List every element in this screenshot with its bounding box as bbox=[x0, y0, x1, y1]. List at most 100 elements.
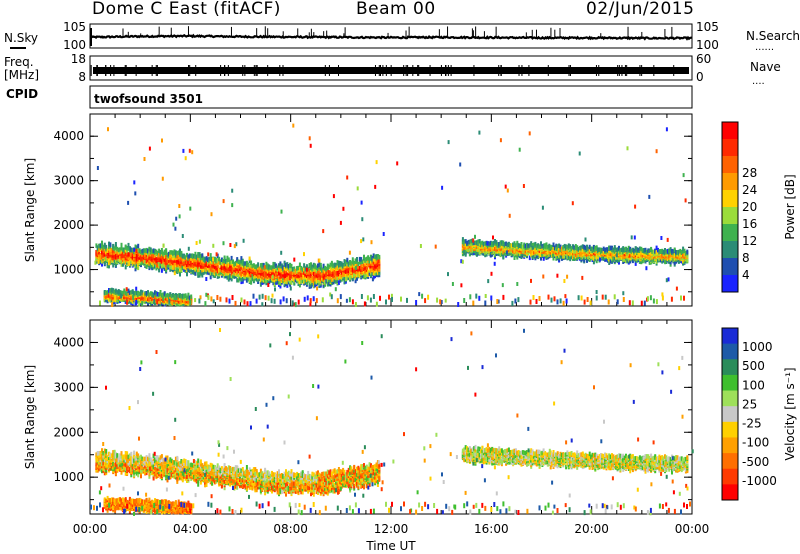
power-cell bbox=[303, 279, 306, 284]
power-scatter bbox=[271, 274, 274, 279]
power-scatter bbox=[107, 127, 109, 132]
power-ylabel: Slant Range [km] bbox=[23, 158, 37, 262]
power-cell bbox=[112, 288, 115, 293]
power-cell bbox=[95, 256, 98, 261]
power-cell bbox=[183, 259, 186, 265]
power-cell bbox=[226, 255, 229, 261]
power-cell bbox=[215, 257, 218, 263]
power-cell bbox=[135, 252, 138, 257]
power-cell bbox=[186, 262, 188, 267]
power-scatter bbox=[506, 188, 509, 193]
power-cell bbox=[110, 292, 113, 297]
power-cell bbox=[123, 288, 126, 293]
power-cell bbox=[134, 266, 137, 272]
power-cell bbox=[269, 273, 272, 279]
power-scatter bbox=[289, 286, 292, 291]
power-cell bbox=[330, 272, 333, 277]
power-cell bbox=[158, 262, 161, 267]
power-cell bbox=[211, 267, 214, 273]
power-cell bbox=[318, 275, 321, 281]
power-scatter bbox=[189, 206, 192, 211]
power-cell bbox=[213, 256, 216, 262]
power-cell bbox=[333, 268, 336, 274]
power-scatter bbox=[579, 251, 582, 256]
power-cell bbox=[134, 252, 137, 258]
power-cell bbox=[336, 260, 339, 265]
power-cell bbox=[172, 255, 175, 261]
power-cell bbox=[165, 253, 168, 258]
power-cell bbox=[282, 265, 285, 270]
power-cell bbox=[216, 258, 219, 263]
power-scatter bbox=[447, 272, 449, 277]
power-cell bbox=[194, 264, 197, 269]
power-cell bbox=[152, 293, 155, 298]
power-cell bbox=[180, 256, 183, 261]
power-cell bbox=[151, 265, 154, 271]
power-cell bbox=[279, 276, 282, 282]
power-cell bbox=[179, 261, 181, 266]
power-cell bbox=[177, 253, 180, 258]
power-cell bbox=[339, 267, 342, 272]
power-cell bbox=[215, 266, 218, 271]
power-cell bbox=[103, 247, 106, 252]
power-cell bbox=[265, 273, 268, 278]
power-cell bbox=[149, 255, 152, 260]
power-scatter bbox=[370, 240, 373, 245]
power-cell bbox=[149, 261, 152, 267]
power-cell bbox=[142, 296, 145, 301]
power-cell bbox=[120, 245, 123, 251]
power-scatter bbox=[305, 267, 308, 272]
power-cell bbox=[205, 266, 208, 272]
power-cell bbox=[300, 277, 303, 283]
power-cell bbox=[172, 260, 175, 265]
power-scatter bbox=[135, 286, 138, 291]
power-cell bbox=[301, 267, 304, 272]
power-cell bbox=[137, 247, 140, 253]
power-scatter bbox=[682, 173, 685, 178]
power-cell bbox=[120, 258, 123, 264]
power-scatter bbox=[133, 180, 136, 185]
power-cell bbox=[160, 248, 163, 253]
power-cell bbox=[218, 256, 221, 262]
power-scatter bbox=[474, 234, 476, 239]
power-cell bbox=[227, 275, 230, 280]
power-cell bbox=[241, 271, 244, 277]
power-cell bbox=[126, 254, 129, 259]
power-scatter bbox=[584, 237, 587, 242]
power-cell bbox=[162, 262, 165, 268]
power-cell bbox=[180, 265, 183, 271]
power-cell bbox=[98, 247, 101, 253]
power-scatter bbox=[191, 150, 194, 155]
power-cell bbox=[286, 262, 289, 267]
power-cell bbox=[133, 252, 136, 257]
power-scatter bbox=[97, 259, 100, 264]
noise-left-tick-bottom: 100 bbox=[63, 38, 86, 52]
power-cell bbox=[296, 272, 299, 277]
power-cell bbox=[276, 276, 279, 281]
power-cell bbox=[179, 251, 181, 256]
power-cell bbox=[95, 243, 98, 248]
power-cell bbox=[131, 247, 134, 253]
power-cell bbox=[329, 269, 332, 274]
power-cell bbox=[261, 268, 264, 273]
power-cell bbox=[120, 242, 123, 248]
power-scatter bbox=[419, 244, 422, 248]
power-cell bbox=[265, 261, 268, 267]
power-scatter bbox=[581, 275, 584, 280]
power-ytick-label: 4000 bbox=[53, 129, 84, 143]
power-cell bbox=[275, 268, 278, 273]
power-scatter bbox=[665, 278, 668, 283]
power-cell bbox=[285, 262, 287, 268]
power-cell bbox=[266, 263, 269, 268]
power-scatter bbox=[451, 282, 454, 286]
power-cell bbox=[114, 242, 117, 247]
power-scatter bbox=[571, 201, 574, 206]
power-cell bbox=[305, 280, 308, 285]
power-frame bbox=[89, 113, 693, 307]
power-scatter bbox=[626, 146, 629, 151]
power-cell bbox=[206, 265, 209, 271]
power-cell bbox=[195, 254, 198, 259]
power-scatter bbox=[564, 294, 567, 299]
power-cell bbox=[240, 279, 243, 285]
power-cell bbox=[303, 263, 306, 268]
